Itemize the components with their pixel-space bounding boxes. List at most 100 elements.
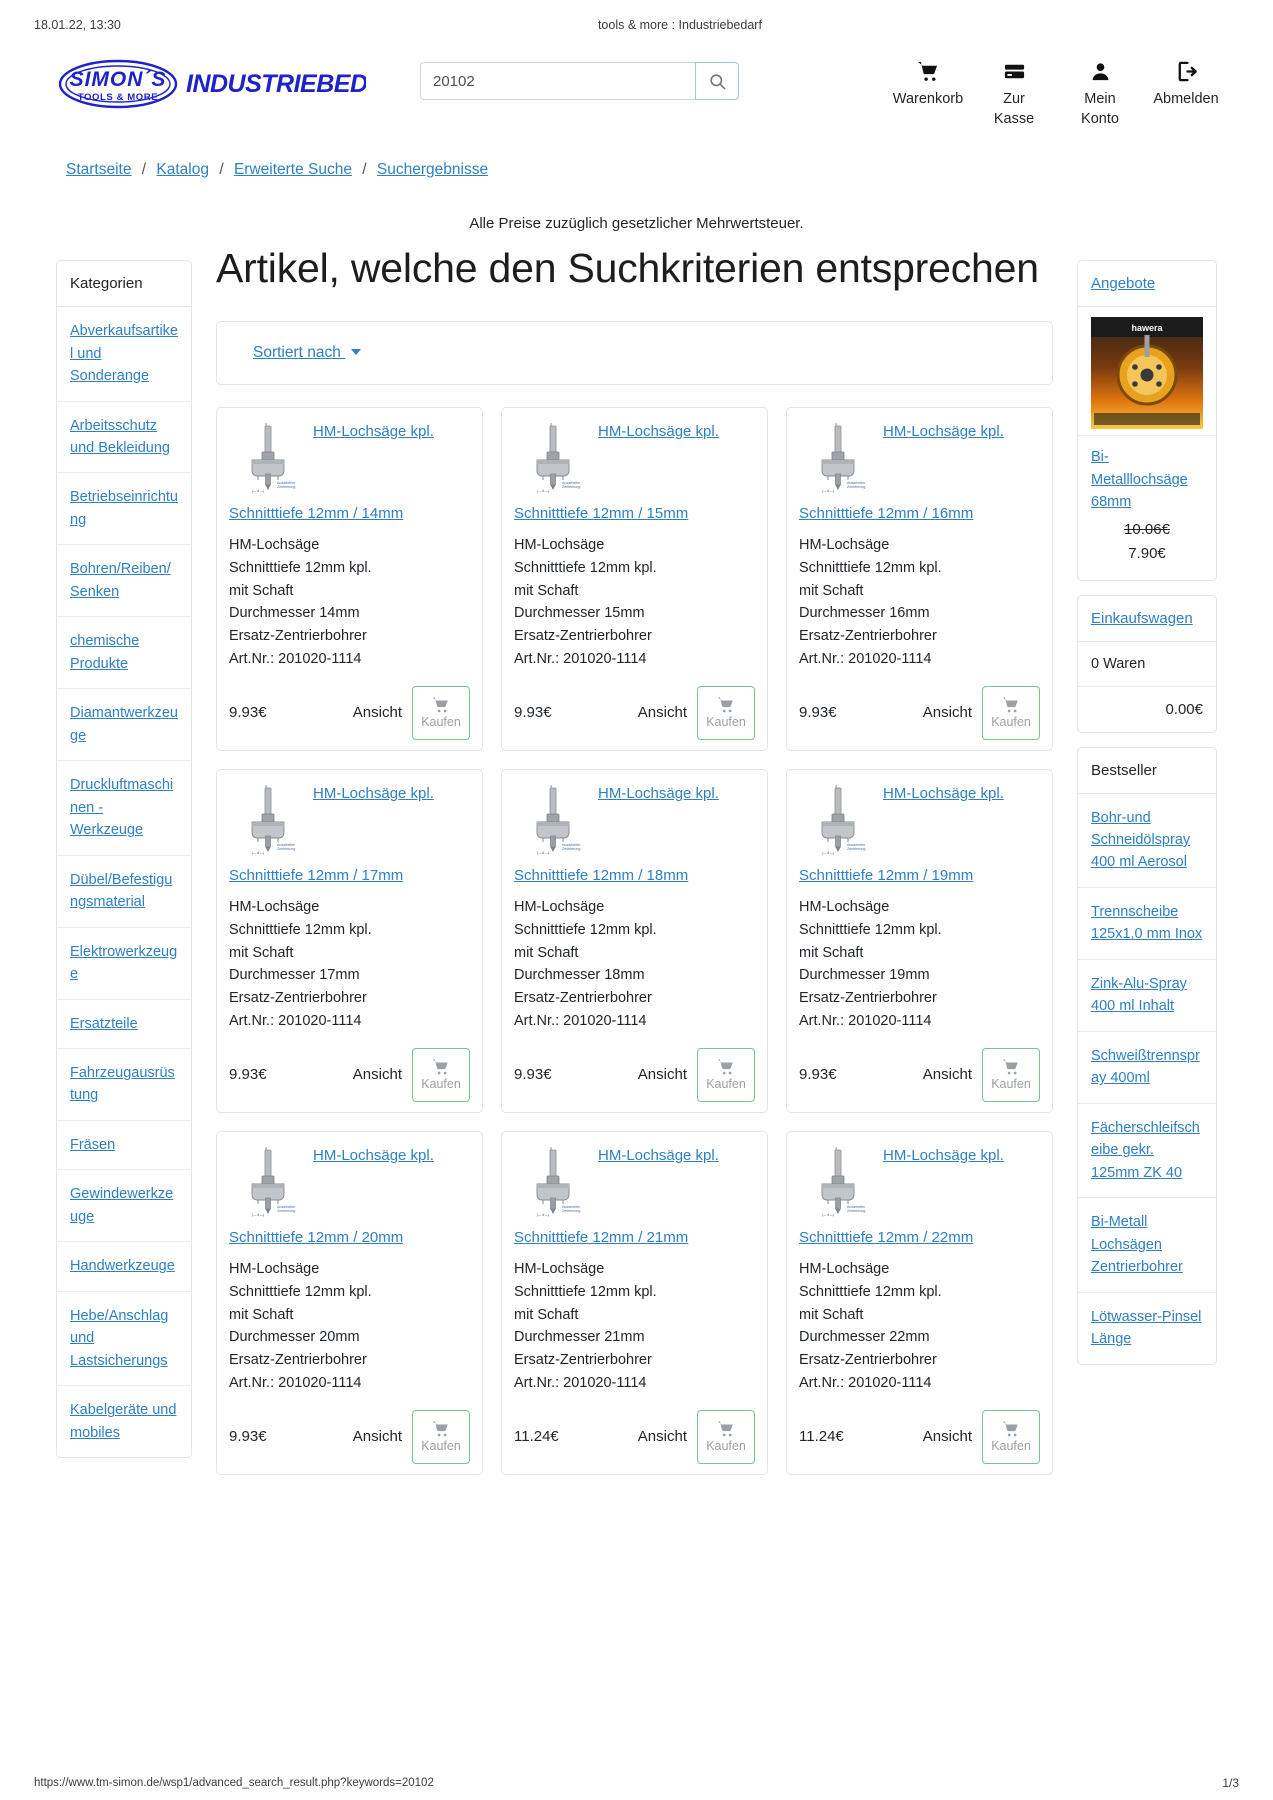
product-view-link[interactable]: Ansicht [352,704,402,721]
sidebar-category-link[interactable]: Elektrowerkzeuge [70,943,178,983]
product-view-link[interactable]: Ansicht [637,1428,687,1445]
sidebar-category-item[interactable]: Ersatzteile [57,1000,191,1049]
sidebar-category-item[interactable]: Druckluftmaschinen - Werkzeuge [57,761,191,856]
product-subtitle-link[interactable]: Schnitttiefe 12mm / 16mm [799,504,974,522]
product-buy-button[interactable]: Kaufen [982,685,1040,740]
sidebar-category-link[interactable]: Bohren/Reiben/Senken [70,561,171,600]
sidebar-category-item[interactable]: Fräsen [57,1121,191,1171]
product-thumbnail[interactable]: Ausarbeiter Zentrierung d |— d —| [514,1144,592,1222]
product-thumbnail[interactable]: Ausarbeiter Zentrierung d |— d —| [514,420,592,498]
sidebar-category-link[interactable]: Handwerkzeuge [70,1258,175,1275]
bestseller-link[interactable]: Bi-Metall Lochsägen Zentrierbohrer [1091,1214,1183,1276]
product-subtitle-link[interactable]: Schnitttiefe 12mm / 21mm [514,1228,689,1246]
product-view-link[interactable]: Ansicht [922,1428,972,1445]
product-subtitle-link[interactable]: Schnitttiefe 12mm / 14mm [229,504,404,522]
sidebar-category-link[interactable]: Gewindewerkzeuge [70,1186,174,1225]
product-view-link[interactable]: Ansicht [352,1066,402,1083]
sidebar-category-item[interactable]: Bohren/Reiben/Senken [57,545,191,618]
product-thumbnail[interactable]: Ausarbeiter Zentrierung d |— d —| [229,782,307,860]
sidebar-category-link[interactable]: Abverkaufsartikel und Sonderange [70,323,178,385]
product-subtitle-link[interactable]: Schnitttiefe 12mm / 19mm [799,866,974,884]
sidebar-category-link[interactable]: Fahrzeugausrüstung [70,1064,175,1104]
breadcrumb-katalog[interactable]: Katalog [156,161,209,179]
nav-abmelden[interactable]: Abmelden [1143,58,1229,129]
product-thumbnail[interactable]: Ausarbeiter Zentrierung d |— d —| [799,782,877,860]
sidebar-category-item[interactable]: Hebe/Anschlag und Lastsicherungs [57,1292,191,1387]
bestseller-item[interactable]: Schweißtrennspray 400ml [1078,1032,1216,1104]
sidebar-category-item[interactable]: chemische Produkte [57,617,191,690]
product-title-link[interactable]: HM-Lochsäge kpl. [313,422,434,440]
product-view-link[interactable]: Ansicht [922,704,972,721]
sidebar-category-link[interactable]: Fräsen [70,1136,116,1153]
offer-product-link[interactable]: Bi-Metalllochsäge 68mm [1091,449,1188,511]
product-title-link[interactable]: HM-Lochsäge kpl. [598,422,719,440]
sidebar-category-item[interactable]: Dübel/Befestigungsmaterial [57,856,191,928]
product-card[interactable]: Ausarbeiter Zentrierung d |— d —| HM-Loc… [786,406,1053,751]
product-buy-button[interactable]: Kaufen [412,1047,470,1102]
product-thumbnail[interactable]: Ausarbeiter Zentrierung d |— d —| [229,1144,307,1222]
product-thumbnail[interactable]: Ausarbeiter Zentrierung d |— d —| [514,782,592,860]
product-title-link[interactable]: HM-Lochsäge kpl. [598,784,719,802]
product-card[interactable]: Ausarbeiter Zentrierung d |— d —| HM-Loc… [501,1130,768,1475]
sort-dropdown[interactable]: Sortiert nach [253,344,345,361]
product-card[interactable]: Ausarbeiter Zentrierung d |— d —| HM-Loc… [786,1130,1053,1475]
product-buy-button[interactable]: Kaufen [697,1047,755,1102]
sidebar-category-item[interactable]: Elektrowerkzeuge [57,928,191,1000]
bestseller-item[interactable]: Fächerschleifscheibe gekr. 125mm ZK 40 [1078,1104,1216,1199]
sidebar-category-link[interactable]: Diamantwerkzeuge [70,705,178,744]
sidebar-category-link[interactable]: chemische Produkte [70,633,140,672]
product-card[interactable]: Ausarbeiter Zentrierung d |— d —| HM-Loc… [216,1130,483,1475]
product-title-link[interactable]: HM-Lochsäge kpl. [883,1146,1004,1164]
search-form[interactable] [420,62,739,100]
product-buy-button[interactable]: Kaufen [697,1409,755,1464]
product-view-link[interactable]: Ansicht [637,704,687,721]
product-subtitle-link[interactable]: Schnitttiefe 12mm / 18mm [514,866,689,884]
product-view-link[interactable]: Ansicht [922,1066,972,1083]
product-buy-button[interactable]: Kaufen [982,1047,1040,1102]
sidebar-category-link[interactable]: Hebe/Anschlag und Lastsicherungs [70,1307,169,1369]
bestseller-item[interactable]: Zink-Alu-Spray 400 ml Inhalt [1078,960,1216,1032]
product-thumbnail[interactable]: Ausarbeiter Zentrierung d |— d —| [799,1144,877,1222]
product-title-link[interactable]: HM-Lochsäge kpl. [883,784,1004,802]
product-buy-button[interactable]: Kaufen [412,685,470,740]
nav-zur-kasse[interactable]: Zur Kasse [971,58,1057,129]
product-title-link[interactable]: HM-Lochsäge kpl. [598,1146,719,1164]
breadcrumb-erweiterte-suche[interactable]: Erweiterte Suche [233,161,352,179]
bestseller-link[interactable]: Zink-Alu-Spray 400 ml Inhalt [1091,975,1187,1015]
sidebar-category-link[interactable]: Betriebseinrichtung [70,489,178,528]
nav-mein-konto[interactable]: Mein Konto [1057,58,1143,129]
sidebar-category-link[interactable]: Arbeitsschutz und Bekleidung [70,417,170,456]
product-title-link[interactable]: HM-Lochsäge kpl. [313,1146,434,1164]
breadcrumb-startseite[interactable]: Startseite [66,161,132,179]
bestseller-item[interactable]: Bohr-und Schneidölspray 400 ml Aerosol [1078,794,1216,888]
bestseller-link[interactable]: Lötwasser-Pinsel Länge [1091,1308,1202,1348]
sidebar-category-link[interactable]: Druckluftmaschinen - Werkzeuge [70,777,174,839]
sidebar-category-item[interactable]: Handwerkzeuge [57,1242,191,1292]
product-title-link[interactable]: HM-Lochsäge kpl. [313,784,434,802]
bestseller-link[interactable]: Fächerschleifscheibe gekr. 125mm ZK 40 [1091,1119,1200,1181]
product-buy-button[interactable]: Kaufen [412,1409,470,1464]
breadcrumb-suchergebnisse[interactable]: Suchergebnisse [376,161,489,179]
product-title-link[interactable]: HM-Lochsäge kpl. [883,422,1004,440]
search-button[interactable] [695,62,739,100]
bestseller-item[interactable]: Lötwasser-Pinsel Länge [1078,1293,1216,1364]
cart-heading-link[interactable]: Einkaufswagen [1091,609,1193,627]
bestseller-item[interactable]: Bi-Metall Lochsägen Zentrierbohrer [1078,1198,1216,1293]
product-subtitle-link[interactable]: Schnitttiefe 12mm / 22mm [799,1228,974,1246]
sidebar-category-link[interactable]: Ersatzteile [70,1015,138,1032]
product-card[interactable]: Ausarbeiter Zentrierung d |— d —| HM-Loc… [501,768,768,1113]
sidebar-category-item[interactable]: Betriebseinrichtung [57,473,191,546]
bestseller-link[interactable]: Bohr-und Schneidölspray 400 ml Aerosol [1091,809,1191,871]
nav-warenkorb[interactable]: Warenkorb [885,58,971,129]
product-card[interactable]: Ausarbeiter Zentrierung d |— d —| HM-Loc… [501,406,768,751]
sidebar-category-item[interactable]: Gewindewerkzeuge [57,1170,191,1243]
product-card[interactable]: Ausarbeiter Zentrierung d |— d —| HM-Loc… [786,768,1053,1113]
sidebar-category-item[interactable]: Fahrzeugausrüstung [57,1049,191,1121]
product-subtitle-link[interactable]: Schnitttiefe 12mm / 17mm [229,866,404,884]
product-thumbnail[interactable]: Ausarbeiter Zentrierung d |— d —| [229,420,307,498]
product-view-link[interactable]: Ansicht [637,1066,687,1083]
search-input[interactable] [420,62,695,100]
product-subtitle-link[interactable]: Schnitttiefe 12mm / 15mm [514,504,689,522]
sidebar-category-item[interactable]: Diamantwerkzeuge [57,689,191,762]
product-buy-button[interactable]: Kaufen [982,1409,1040,1464]
